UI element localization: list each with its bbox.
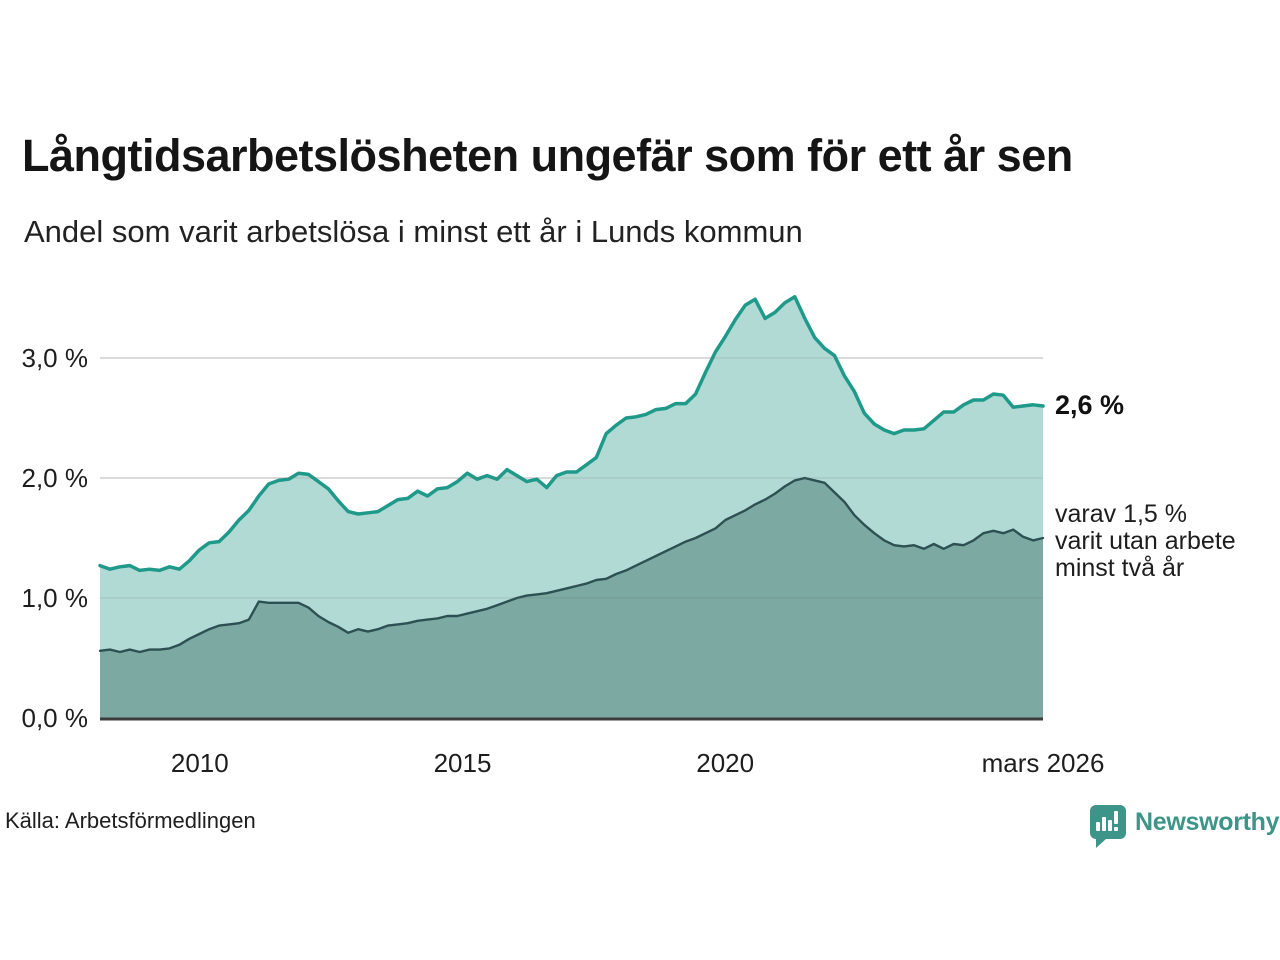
y-tick-label: 1,0 % — [21, 583, 89, 613]
sub-series-annotation-line: minst två år — [1055, 554, 1185, 582]
brand-logo: Newsworthy — [1088, 803, 1280, 851]
y-tick-label: 3,0 % — [21, 343, 89, 373]
series-end-value-label: 2,6 % — [1055, 390, 1125, 420]
source-credit: Källa: Arbetsförmedlingen — [5, 808, 256, 833]
brand-name: Newsworthy — [1135, 808, 1280, 836]
x-tick-label: 2015 — [433, 748, 492, 778]
sub-series-annotation: varav 1,5 % varit utan arbete minst två … — [1055, 501, 1236, 582]
x-tick-label: 2020 — [696, 748, 755, 778]
newsworthy-icon — [1090, 805, 1126, 848]
page-title: Långtidsarbetslösheten ungefär som för e… — [22, 130, 1073, 181]
y-tick-label: 2,0 % — [21, 463, 89, 493]
page-subtitle: Andel som varit arbetslösa i minst ett å… — [24, 214, 803, 249]
sub-series-annotation-line: varav 1,5 % — [1055, 500, 1188, 528]
y-tick-label: 0,0 % — [21, 703, 89, 733]
x-tick-label: mars 2026 — [981, 748, 1105, 778]
x-tick-label: 2010 — [170, 748, 229, 778]
sub-series-annotation-line: varit utan arbete — [1055, 527, 1236, 555]
